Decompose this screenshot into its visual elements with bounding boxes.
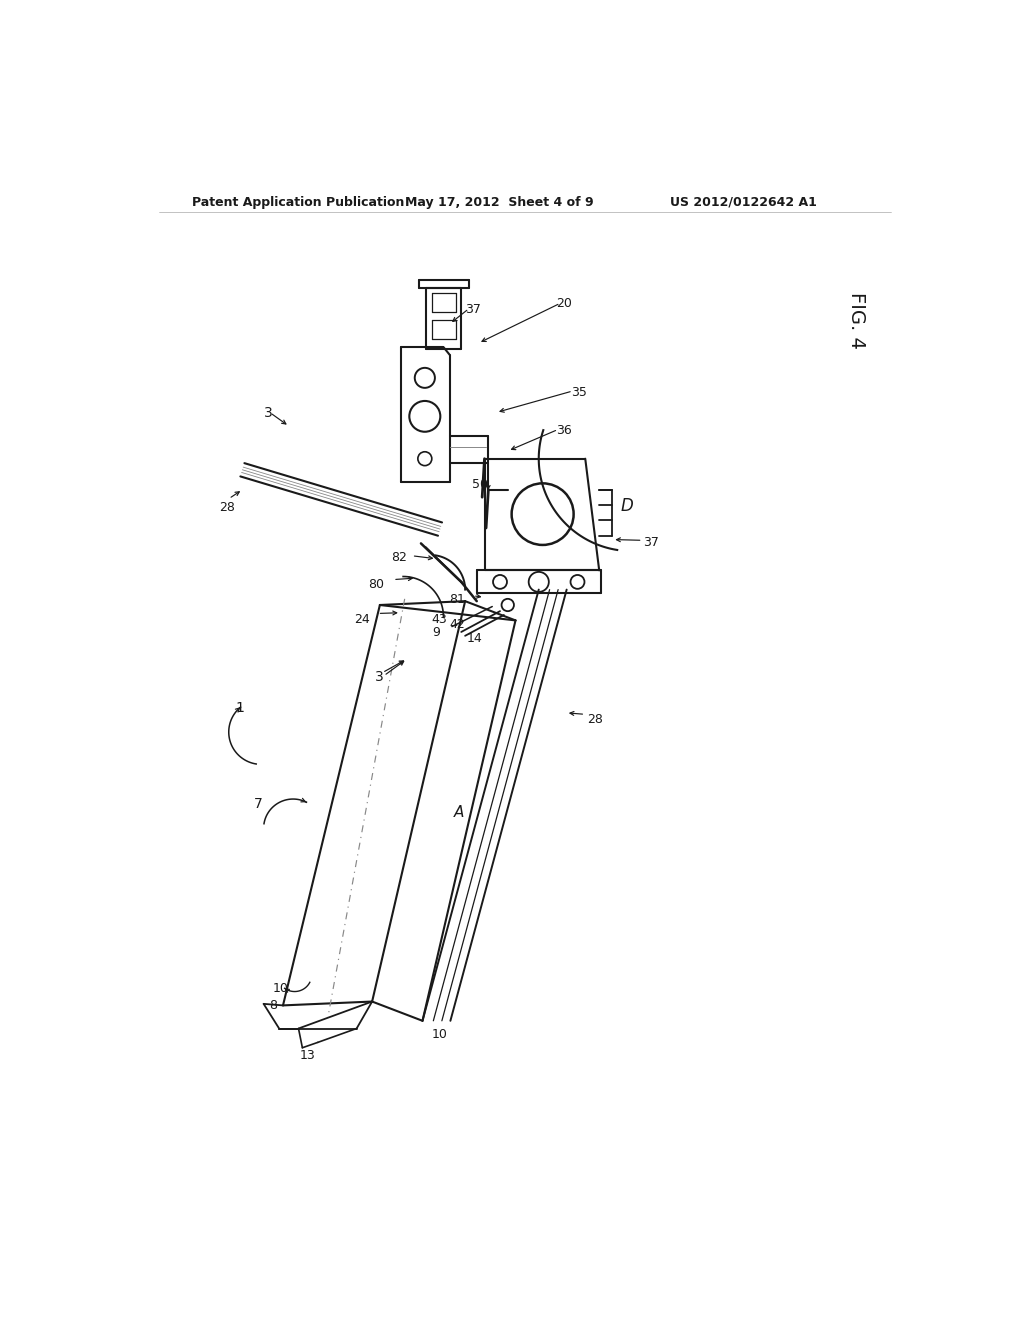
Text: 50: 50 xyxy=(472,478,488,491)
Text: 20: 20 xyxy=(557,297,572,310)
Text: A: A xyxy=(454,805,464,820)
Text: 42: 42 xyxy=(450,618,465,631)
Text: 1: 1 xyxy=(234,701,244,715)
Text: FIG. 4: FIG. 4 xyxy=(847,292,866,348)
Text: 3: 3 xyxy=(375,671,383,685)
Text: Patent Application Publication: Patent Application Publication xyxy=(191,195,403,209)
Text: D: D xyxy=(621,498,633,515)
Text: US 2012/0122642 A1: US 2012/0122642 A1 xyxy=(671,195,817,209)
Text: 13: 13 xyxy=(300,1049,315,1063)
Text: 3: 3 xyxy=(264,407,273,420)
Text: 37: 37 xyxy=(465,304,481,317)
Text: 10: 10 xyxy=(272,982,289,995)
Text: 8: 8 xyxy=(269,999,278,1012)
Text: May 17, 2012  Sheet 4 of 9: May 17, 2012 Sheet 4 of 9 xyxy=(404,195,593,209)
Text: 35: 35 xyxy=(571,385,587,399)
Text: 80: 80 xyxy=(368,578,384,591)
Text: 7: 7 xyxy=(254,797,263,812)
Text: 10: 10 xyxy=(432,1028,447,1041)
Text: 14: 14 xyxy=(467,632,482,645)
Text: 81: 81 xyxy=(450,594,465,606)
Text: 37: 37 xyxy=(643,536,659,549)
Text: 43: 43 xyxy=(432,612,447,626)
Text: 28: 28 xyxy=(588,713,603,726)
Text: 82: 82 xyxy=(391,552,407,564)
Text: 36: 36 xyxy=(557,424,572,437)
Text: 9: 9 xyxy=(432,626,439,639)
Text: 24: 24 xyxy=(354,612,370,626)
Text: 28: 28 xyxy=(219,502,236,513)
